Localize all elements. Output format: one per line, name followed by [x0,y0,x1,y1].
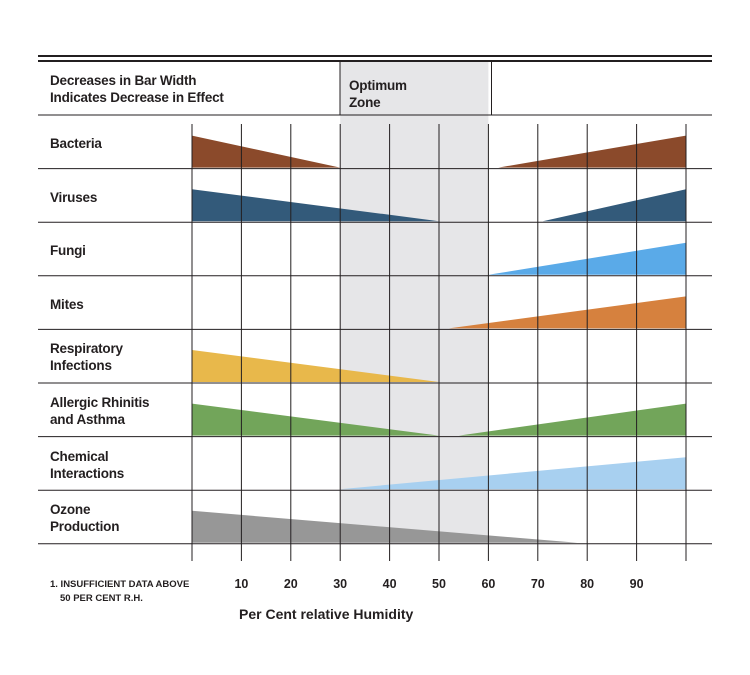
x-tick-label-20: 20 [283,577,298,591]
row-label-8-line-2: Production [50,519,120,535]
x-tick-label-40: 40 [382,577,397,591]
wedge-row5-1 [192,350,439,382]
row-label-7: Chemical Interactions [50,448,124,482]
row-label-3: Fungi [50,242,86,259]
row-label-7-line-2: Interactions [50,465,125,481]
row-label-5: Respiratory Infections [50,340,123,374]
optimum-zone-label: Optimum Zone [349,77,407,111]
footnote-line-1: 1. INSUFFICIENT DATA ABOVE [50,579,190,590]
optimum-zone-header-band [340,61,489,115]
row-label-8-line-1: Ozone [50,502,91,518]
optimum-line-1: Optimum [349,78,407,93]
row-label-1-line-1: Bacteria [50,136,102,151]
legend-line-2: Indicates Decrease in Effect [50,90,224,105]
row-label-5-line-2: Infections [50,358,112,374]
x-axis-label: Per Cent relative Humidity [239,606,414,622]
row-label-6: Allergic Rhinitis and Asthma [50,394,150,428]
wedge-row7-1 [340,457,686,490]
wedge-row2-2 [542,189,686,222]
wedge-row2-1 [192,189,439,222]
row-label-3-line-1: Fungi [50,243,86,259]
row-label-4-line-1: Mites [50,296,84,312]
row-label-2: Viruses [50,189,97,206]
row-label-8: Ozone Production [50,501,119,535]
x-tick-label-50: 50 [432,577,446,591]
row-label-4: Mites [50,296,84,313]
wedge-row1-2 [498,135,686,168]
wedge-row8-1 [192,510,578,543]
x-tick-label-90: 90 [629,577,644,591]
row-label-2-line-1: Viruses [50,189,98,205]
x-tick-label-70: 70 [530,577,545,591]
wedge-row4-1 [448,296,686,329]
legend-note: Decreases in Bar Width Indicates Decreas… [50,72,224,106]
row-label-1: Bacteria [50,135,102,152]
legend-line-1: Decreases in Bar Width [50,73,197,88]
row-label-5-line-1: Respiratory [50,341,123,357]
footnote-line-2: 50 PER CENT R.H. [60,593,143,604]
optimum-line-2: Zone [349,95,381,110]
row-label-6-line-2: and Asthma [50,412,125,427]
row-label-7-line-1: Chemical [50,448,109,464]
x-tick-label-30: 30 [333,577,348,591]
row-label-6-line-1: Allergic Rhinitis [50,395,150,410]
x-tick-label-10: 10 [234,577,249,591]
x-tick-label-80: 80 [580,577,595,591]
wedge-row1-1 [192,135,341,168]
footnote: 1. INSUFFICIENT DATA ABOVE 50 PER CENT R… [50,578,189,606]
wedge-row6-2 [458,403,686,436]
x-tick-label-60: 60 [481,577,496,591]
wedge-row6-1 [192,403,439,436]
